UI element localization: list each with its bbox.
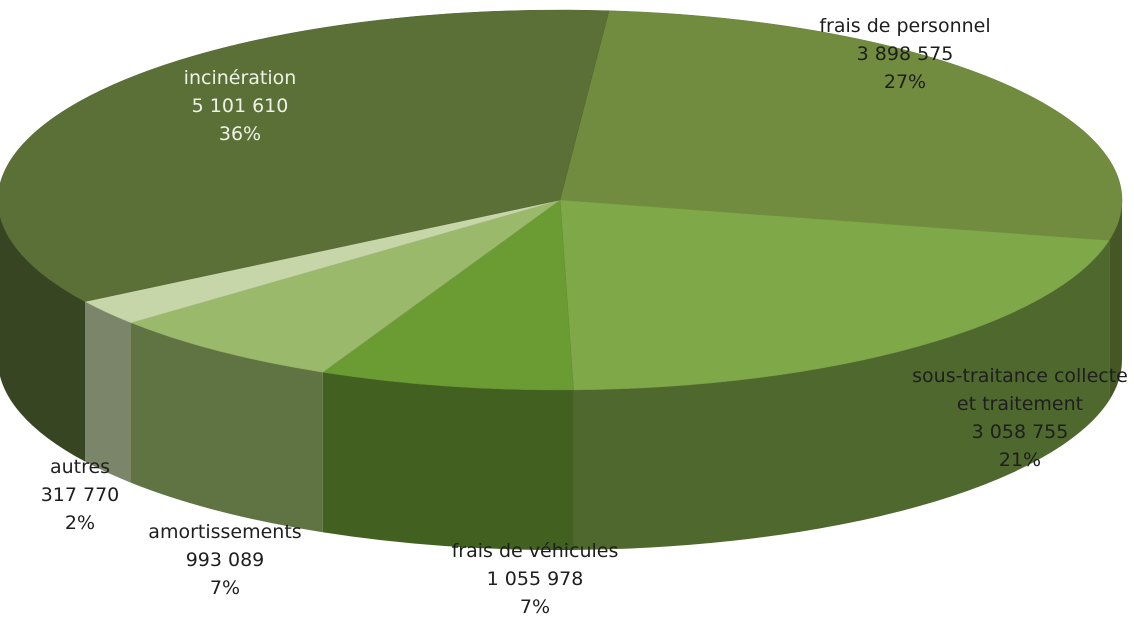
label-name: amortissements [148,521,302,543]
slice-side [85,301,132,483]
slice-side [573,240,1110,550]
label-value: 993 089 [185,549,265,571]
label-name: incinération [183,67,297,89]
slice [322,199,574,391]
label-value: 5 101 610 [191,95,289,117]
slice-label: amortissements 993 089 7% [95,518,355,602]
slice [130,199,561,373]
slice [559,10,1123,241]
label-percent: 7% [209,577,241,599]
slice [559,199,1110,391]
label-value: 1 055 978 [486,568,584,590]
label-percent: 7% [519,596,551,618]
label-percent: 36% [218,123,262,145]
slice-label: incinération 5 101 610 36% [110,64,370,148]
label-name: frais de véhicules [451,540,619,562]
label-percent: 21% [998,449,1042,471]
label-percent: 27% [883,71,927,93]
label-value: 3 898 575 [856,43,954,65]
slice [0,9,610,302]
slice-label: frais de personnel 3 898 575 27% [775,12,1035,96]
label-value: 3 058 755 [971,421,1069,443]
slice-side [1109,200,1122,401]
label-name: autres [49,456,111,478]
slice-label: sous-traitance collecte et traitement 3 0… [905,362,1134,474]
slice-label: autres 317 770 2% [0,453,210,537]
label-name: frais de personnel [819,15,991,37]
slice-side [322,372,574,550]
label-percent: 2% [64,512,96,534]
label-value: 317 770 [40,484,120,506]
slice-side [0,215,86,462]
slice-side [131,322,323,533]
label-name: sous-traitance collecte et traitement [912,365,1128,415]
slice-label: frais de véhicules 1 055 978 7% [405,537,665,621]
